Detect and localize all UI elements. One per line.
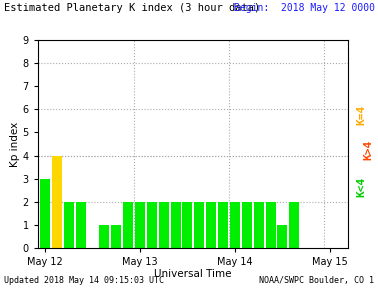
Text: NOAA/SWPC Boulder, CO 1: NOAA/SWPC Boulder, CO 1 bbox=[259, 276, 374, 285]
Bar bbox=[64, 202, 74, 248]
Bar bbox=[277, 225, 288, 248]
Bar bbox=[111, 225, 121, 248]
Bar bbox=[147, 202, 157, 248]
Bar bbox=[99, 225, 109, 248]
Bar bbox=[194, 202, 204, 248]
Bar bbox=[76, 202, 85, 248]
Bar bbox=[159, 202, 169, 248]
Bar bbox=[230, 202, 240, 248]
Bar bbox=[289, 202, 299, 248]
Bar bbox=[135, 202, 145, 248]
Bar bbox=[52, 156, 62, 248]
Text: K>4: K>4 bbox=[364, 140, 373, 160]
Bar bbox=[265, 202, 276, 248]
Bar bbox=[206, 202, 216, 248]
Bar bbox=[183, 202, 192, 248]
Text: K<4: K<4 bbox=[356, 177, 366, 197]
Y-axis label: Kp index: Kp index bbox=[10, 121, 20, 167]
Text: Begin:  2018 May 12 0000: Begin: 2018 May 12 0000 bbox=[234, 3, 375, 13]
X-axis label: Universal Time: Universal Time bbox=[154, 270, 232, 279]
Bar bbox=[40, 179, 50, 248]
Text: K=4: K=4 bbox=[356, 105, 366, 125]
Bar bbox=[123, 202, 133, 248]
Bar bbox=[170, 202, 181, 248]
Bar bbox=[242, 202, 252, 248]
Bar bbox=[218, 202, 228, 248]
Bar bbox=[254, 202, 264, 248]
Text: Updated 2018 May 14 09:15:03 UTC: Updated 2018 May 14 09:15:03 UTC bbox=[4, 276, 164, 285]
Text: Estimated Planetary K index (3 hour data): Estimated Planetary K index (3 hour data… bbox=[4, 3, 260, 13]
